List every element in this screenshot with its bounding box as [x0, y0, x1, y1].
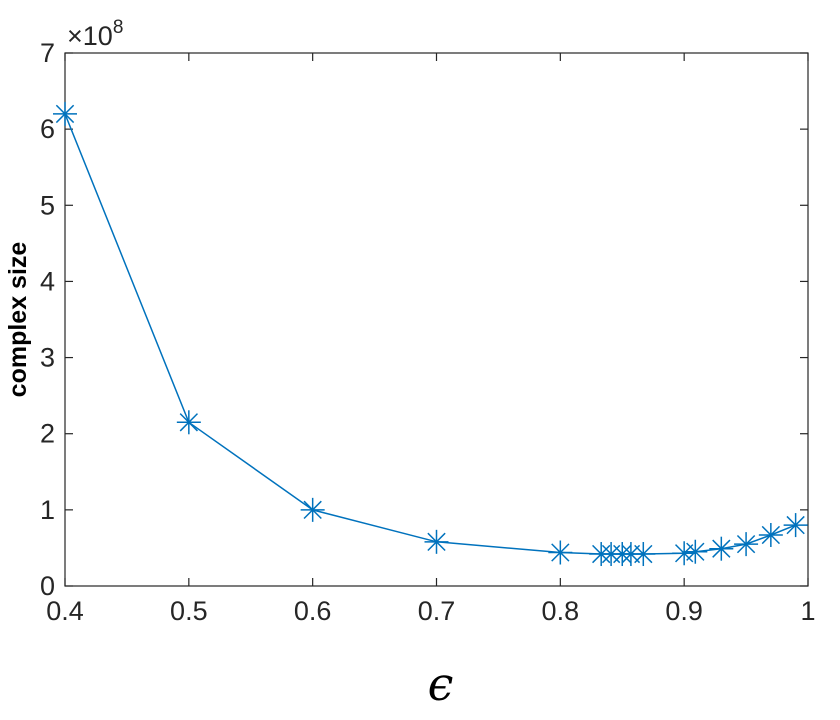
- y-exponent-label: ×108: [67, 17, 123, 51]
- data-point-marker: [548, 540, 573, 565]
- x-axis-label: ϵ: [428, 657, 454, 711]
- data-point-marker: [672, 541, 697, 566]
- y-tick-label: 1: [40, 495, 55, 525]
- data-point-marker: [758, 522, 783, 547]
- data-point-marker: [176, 410, 201, 435]
- y-exponent-base: ×10: [67, 21, 113, 51]
- x-tick-label: 0.9: [665, 596, 703, 626]
- data-point-marker: [783, 513, 808, 538]
- data-point-marker: [683, 539, 708, 564]
- series-layer: [53, 101, 808, 567]
- y-axis-label: complex size: [4, 242, 32, 398]
- y-tick-label: 6: [40, 114, 55, 144]
- data-point-marker: [631, 542, 656, 567]
- plot-frame: [64, 52, 809, 587]
- y-tick-label: 5: [40, 190, 55, 220]
- x-tick-label: 0.8: [542, 596, 580, 626]
- series-line: [64, 113, 796, 555]
- y-tick-label: 4: [40, 266, 55, 296]
- y-tick-labels: 0 1 2 3 4 5 6 7: [40, 38, 55, 601]
- data-point-marker: [424, 529, 449, 554]
- data-point-marker: [300, 497, 325, 522]
- x-tick-label: 0.6: [294, 596, 332, 626]
- x-tick-label: 0.4: [46, 596, 84, 626]
- data-point-marker: [734, 532, 759, 557]
- x-tick-label: 0.5: [170, 596, 208, 626]
- y-tick-label: 3: [40, 343, 55, 373]
- axes-box: [64, 52, 809, 587]
- y-tick-label: 0: [40, 571, 55, 601]
- data-point-marker: [53, 101, 77, 126]
- data-point-marker: [709, 536, 734, 561]
- x-tick-labels: 0.4 0.5 0.6 0.7 0.8 0.9 1: [46, 596, 815, 626]
- axis-ticks: [64, 52, 809, 587]
- y-exponent-power: 8: [113, 17, 124, 38]
- x-tick-label: 1: [800, 596, 815, 626]
- y-tick-label: 2: [40, 419, 55, 449]
- y-tick-label: 7: [40, 38, 55, 68]
- x-tick-label: 0.7: [418, 596, 456, 626]
